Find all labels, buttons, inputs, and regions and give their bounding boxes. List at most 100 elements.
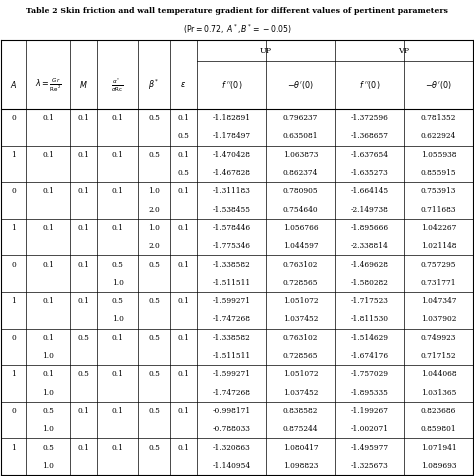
Text: -1.470428: -1.470428 <box>212 151 250 159</box>
Text: 1.0: 1.0 <box>112 316 124 324</box>
Text: 0: 0 <box>11 188 16 195</box>
Text: 0.1: 0.1 <box>112 114 124 122</box>
Text: 0.1: 0.1 <box>177 114 189 122</box>
Text: -1.811530: -1.811530 <box>350 316 389 324</box>
Text: 0.5: 0.5 <box>148 114 160 122</box>
Text: 0.5: 0.5 <box>78 370 90 378</box>
Text: -1.338582: -1.338582 <box>212 334 250 342</box>
Text: 0.757295: 0.757295 <box>421 260 456 268</box>
Text: 0.1: 0.1 <box>42 188 54 195</box>
Text: -1.372596: -1.372596 <box>351 114 388 122</box>
Text: 1.037452: 1.037452 <box>283 389 318 397</box>
Text: -1.637654: -1.637654 <box>350 151 389 159</box>
Text: 0.1: 0.1 <box>177 444 189 452</box>
Text: 0.1: 0.1 <box>112 151 124 159</box>
Text: $\lambda=\frac{Gr}{\mathrm{Re}^2}$: $\lambda=\frac{Gr}{\mathrm{Re}^2}$ <box>35 76 62 93</box>
Text: $M$: $M$ <box>79 79 88 90</box>
Text: $-\theta'(0)$: $-\theta'(0)$ <box>425 79 452 91</box>
Text: 0.1: 0.1 <box>42 297 54 305</box>
Text: $(\mathrm{Pr} = 0.72,\ A^*{,}B^* = -0.05)$: $(\mathrm{Pr} = 0.72,\ A^*{,}B^* = -0.05… <box>182 23 292 36</box>
Text: 1: 1 <box>11 370 16 378</box>
Text: 0.5: 0.5 <box>148 260 160 268</box>
Text: $\frac{\alpha^*}{\sigma\mathrm{Rc}}$: $\frac{\alpha^*}{\sigma\mathrm{Rc}}$ <box>111 76 124 93</box>
Text: -0.788033: -0.788033 <box>212 425 250 433</box>
Text: 0.5: 0.5 <box>177 132 189 140</box>
Text: 0.1: 0.1 <box>112 224 124 232</box>
Text: 1.051072: 1.051072 <box>283 297 318 305</box>
Text: 1: 1 <box>11 151 16 159</box>
Text: 0.781352: 0.781352 <box>421 114 456 122</box>
Text: 0.5: 0.5 <box>148 151 160 159</box>
Text: 1.031365: 1.031365 <box>421 389 456 397</box>
Text: -1.511511: -1.511511 <box>212 279 250 287</box>
Text: 0.796237: 0.796237 <box>283 114 318 122</box>
Text: 0.875244: 0.875244 <box>283 425 318 433</box>
Text: 0.1: 0.1 <box>78 260 90 268</box>
Text: $\beta^*$: $\beta^*$ <box>148 78 160 92</box>
Text: 0: 0 <box>11 260 16 268</box>
Text: 0.1: 0.1 <box>42 114 54 122</box>
Text: -1.895335: -1.895335 <box>351 389 388 397</box>
Text: -1.747268: -1.747268 <box>212 389 250 397</box>
Text: 1.063873: 1.063873 <box>283 151 318 159</box>
Text: 0.5: 0.5 <box>148 407 160 415</box>
Text: 0.859801: 0.859801 <box>421 425 456 433</box>
Text: -1.495977: -1.495977 <box>350 444 389 452</box>
Text: 1.0: 1.0 <box>148 188 160 195</box>
Text: 0.1: 0.1 <box>42 151 54 159</box>
Text: 0.1: 0.1 <box>177 407 189 415</box>
Text: 0.855915: 0.855915 <box>421 169 456 177</box>
Text: -1.199267: -1.199267 <box>350 407 389 415</box>
Text: 1.0: 1.0 <box>42 352 54 360</box>
Text: -1.775346: -1.775346 <box>212 242 250 250</box>
Text: 1: 1 <box>11 444 16 452</box>
Text: 1.080417: 1.080417 <box>283 444 318 452</box>
Text: -1.747268: -1.747268 <box>212 316 250 324</box>
Text: 0.5: 0.5 <box>148 297 160 305</box>
Text: 0.5: 0.5 <box>148 370 160 378</box>
Text: $A$: $A$ <box>10 79 18 90</box>
Text: 0.622924: 0.622924 <box>421 132 456 140</box>
Text: 0.1: 0.1 <box>78 224 90 232</box>
Text: 0.5: 0.5 <box>148 444 160 452</box>
Text: 1.0: 1.0 <box>42 462 54 470</box>
Text: 1.0: 1.0 <box>148 224 160 232</box>
Text: 0.1: 0.1 <box>78 151 90 159</box>
Text: 1.037452: 1.037452 <box>283 316 318 324</box>
Text: 1: 1 <box>11 297 16 305</box>
Text: $f\ ''(0)$: $f\ ''(0)$ <box>220 79 242 91</box>
Text: -1.514629: -1.514629 <box>350 334 389 342</box>
Text: 0.728565: 0.728565 <box>283 279 318 287</box>
Text: 0.5: 0.5 <box>112 297 124 305</box>
Text: $-\theta'(0)$: $-\theta'(0)$ <box>287 79 314 91</box>
Text: 1.044068: 1.044068 <box>421 370 456 378</box>
Text: 0.1: 0.1 <box>112 188 124 195</box>
Text: -1.469628: -1.469628 <box>350 260 389 268</box>
Text: 1.044597: 1.044597 <box>283 242 318 250</box>
Text: -1.467828: -1.467828 <box>212 169 250 177</box>
Text: 1.047347: 1.047347 <box>421 297 456 305</box>
Text: 1.051072: 1.051072 <box>283 370 318 378</box>
Text: -1.895666: -1.895666 <box>350 224 389 232</box>
Text: 0.862374: 0.862374 <box>283 169 318 177</box>
Text: -1.757029: -1.757029 <box>350 370 389 378</box>
Text: 0.753913: 0.753913 <box>421 188 456 195</box>
Text: 0.823686: 0.823686 <box>421 407 456 415</box>
Text: 0.754640: 0.754640 <box>283 206 318 214</box>
Text: 0.1: 0.1 <box>177 151 189 159</box>
Text: 0.1: 0.1 <box>112 334 124 342</box>
Text: 0.731771: 0.731771 <box>421 279 456 287</box>
Text: 0: 0 <box>11 407 16 415</box>
Text: -1.538455: -1.538455 <box>212 206 250 214</box>
Text: 1.037902: 1.037902 <box>421 316 456 324</box>
Text: $f\ ''(0)$: $f\ ''(0)$ <box>359 79 380 91</box>
Text: 0.1: 0.1 <box>42 260 54 268</box>
Text: 0: 0 <box>11 114 16 122</box>
Text: -1.578446: -1.578446 <box>212 224 250 232</box>
Text: 0.717152: 0.717152 <box>421 352 456 360</box>
Text: -0.998171: -0.998171 <box>212 407 250 415</box>
Text: -1.320863: -1.320863 <box>212 444 250 452</box>
Text: 1.055938: 1.055938 <box>421 151 456 159</box>
Text: 0.711683: 0.711683 <box>421 206 456 214</box>
Text: 1.0: 1.0 <box>42 389 54 397</box>
